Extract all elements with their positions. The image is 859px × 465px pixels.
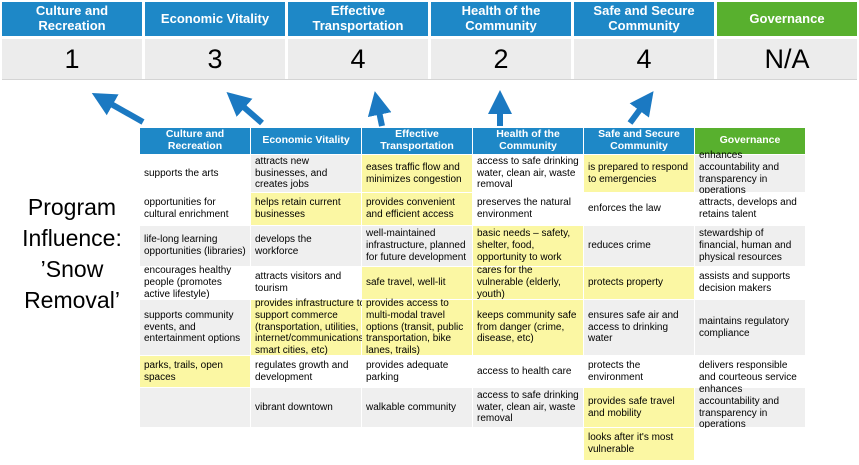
matrix-cell-r2-c3: provides convenient and efficient access (362, 193, 472, 225)
slide: Culture and RecreationEconomic VitalityE… (0, 0, 859, 465)
matrix-cell-r6-c6: delivers responsible and courteous servi… (695, 356, 805, 387)
matrix-cell-r7-c3: walkable community (362, 388, 472, 427)
arrow-icon-transportation (376, 97, 382, 126)
summary-header-2: Effective Transportation (288, 2, 428, 36)
summary-header-1: Economic Vitality (145, 2, 285, 36)
matrix-cell-r5-c2: provides infrastructure to support comme… (251, 300, 361, 355)
matrix-cell-r7-c4: access to safe drinking water, clean air… (473, 388, 583, 427)
matrix-cell-r7-c5: provides safe travel and mobility (584, 388, 694, 427)
matrix-cell-r2-c5: enforces the law (584, 193, 694, 225)
summary-header-3: Health of the Community (431, 2, 571, 36)
matrix-cell-r3-c6: stewardship of financial, human and phys… (695, 226, 805, 266)
summary-header-4: Safe and Secure Community (574, 2, 714, 36)
matrix-cell-r8-c1 (140, 428, 250, 460)
matrix-cell-r6-c1: parks, trails, open spaces (140, 356, 250, 387)
matrix-header-1: Economic Vitality (251, 128, 361, 154)
matrix-cell-r8-c6 (695, 428, 805, 460)
matrix-cell-r1-c3: eases traffic flow and minimizes congest… (362, 155, 472, 192)
arrow-icon-safe (630, 96, 650, 123)
matrix-cell-r2-c6: attracts, develops and retains talent (695, 193, 805, 225)
summary-bar: Culture and RecreationEconomic VitalityE… (2, 2, 857, 79)
matrix-cell-r6-c4: access to health care (473, 356, 583, 387)
summary-score-5: N/A (717, 39, 857, 79)
matrix-cell-r2-c1: opportunities for cultural enrichment (140, 193, 250, 225)
matrix-header-2: Effective Transportation (362, 128, 472, 154)
matrix-cell-r5-c1: supports community events, and entertain… (140, 300, 250, 355)
matrix-cell-r5-c3: provides access to multi-modal travel op… (362, 300, 472, 355)
summary-divider (2, 79, 857, 80)
matrix-cell-r3-c4: basic needs – safety, shelter, food, opp… (473, 226, 583, 266)
matrix-cell-r8-c4 (473, 428, 583, 460)
matrix-cell-r4-c6: assists and supports decision makers (695, 267, 805, 299)
matrix-cell-r4-c3: safe travel, well-lit (362, 267, 472, 299)
summary-score-1: 3 (145, 39, 285, 79)
matrix-cell-r4-c1: encourages healthy people (promotes acti… (140, 267, 250, 299)
program-influence-label: Program Influence: ’Snow Removal’ (4, 192, 140, 316)
matrix-header-0: Culture and Recreation (140, 128, 250, 154)
matrix-cell-r7-c1 (140, 388, 250, 427)
matrix-cell-r3-c3: well-maintained infrastructure, planned … (362, 226, 472, 266)
influence-matrix: Culture and RecreationEconomic VitalityE… (140, 128, 805, 460)
matrix-cell-r7-c2: vibrant downtown (251, 388, 361, 427)
matrix-cell-r6-c3: provides adequate parking (362, 356, 472, 387)
matrix-cell-r4-c5: protects property (584, 267, 694, 299)
matrix-cell-r5-c6: maintains regulatory compliance (695, 300, 805, 355)
matrix-cell-r1-c6: enhances accountability and transparency… (695, 155, 805, 192)
summary-score-3: 2 (431, 39, 571, 79)
matrix-cell-r8-c5: looks after it's most vulnerable (584, 428, 694, 460)
summary-score-4: 4 (574, 39, 714, 79)
summary-header-5: Governance (717, 2, 857, 36)
matrix-cell-r1-c5: is prepared to respond to emergencies (584, 155, 694, 192)
matrix-cell-r1-c4: access to safe drinking water, clean air… (473, 155, 583, 192)
matrix-cell-r3-c2: develops the workforce (251, 226, 361, 266)
matrix-cell-r5-c4: keeps community safe from danger (crime,… (473, 300, 583, 355)
arrow-icon-economic (231, 96, 262, 123)
arrow-icon-culture (97, 96, 143, 122)
matrix-cell-r4-c2: attracts visitors and tourism (251, 267, 361, 299)
matrix-cell-r4-c4: cares for the vulnerable (elderly, youth… (473, 267, 583, 299)
matrix-cell-r8-c3 (362, 428, 472, 460)
matrix-header-4: Safe and Secure Community (584, 128, 694, 154)
summary-header-0: Culture and Recreation (2, 2, 142, 36)
matrix-cell-r3-c5: reduces crime (584, 226, 694, 266)
matrix-cell-r2-c4: preserves the natural environment (473, 193, 583, 225)
matrix-cell-r2-c2: helps retain current businesses (251, 193, 361, 225)
matrix-cell-r6-c5: protects the environment (584, 356, 694, 387)
summary-score-2: 4 (288, 39, 428, 79)
matrix-cell-r8-c2 (251, 428, 361, 460)
matrix-cell-r1-c1: supports the arts (140, 155, 250, 192)
matrix-cell-r3-c1: life-long learning opportunities (librar… (140, 226, 250, 266)
matrix-cell-r7-c6: enhances accountability and transparency… (695, 388, 805, 427)
matrix-cell-r6-c2: regulates growth and development (251, 356, 361, 387)
matrix-header-3: Health of the Community (473, 128, 583, 154)
matrix-cell-r1-c2: attracts new businesses, and creates job… (251, 155, 361, 192)
matrix-cell-r5-c5: ensures safe air and access to drinking … (584, 300, 694, 355)
summary-score-0: 1 (2, 39, 142, 79)
